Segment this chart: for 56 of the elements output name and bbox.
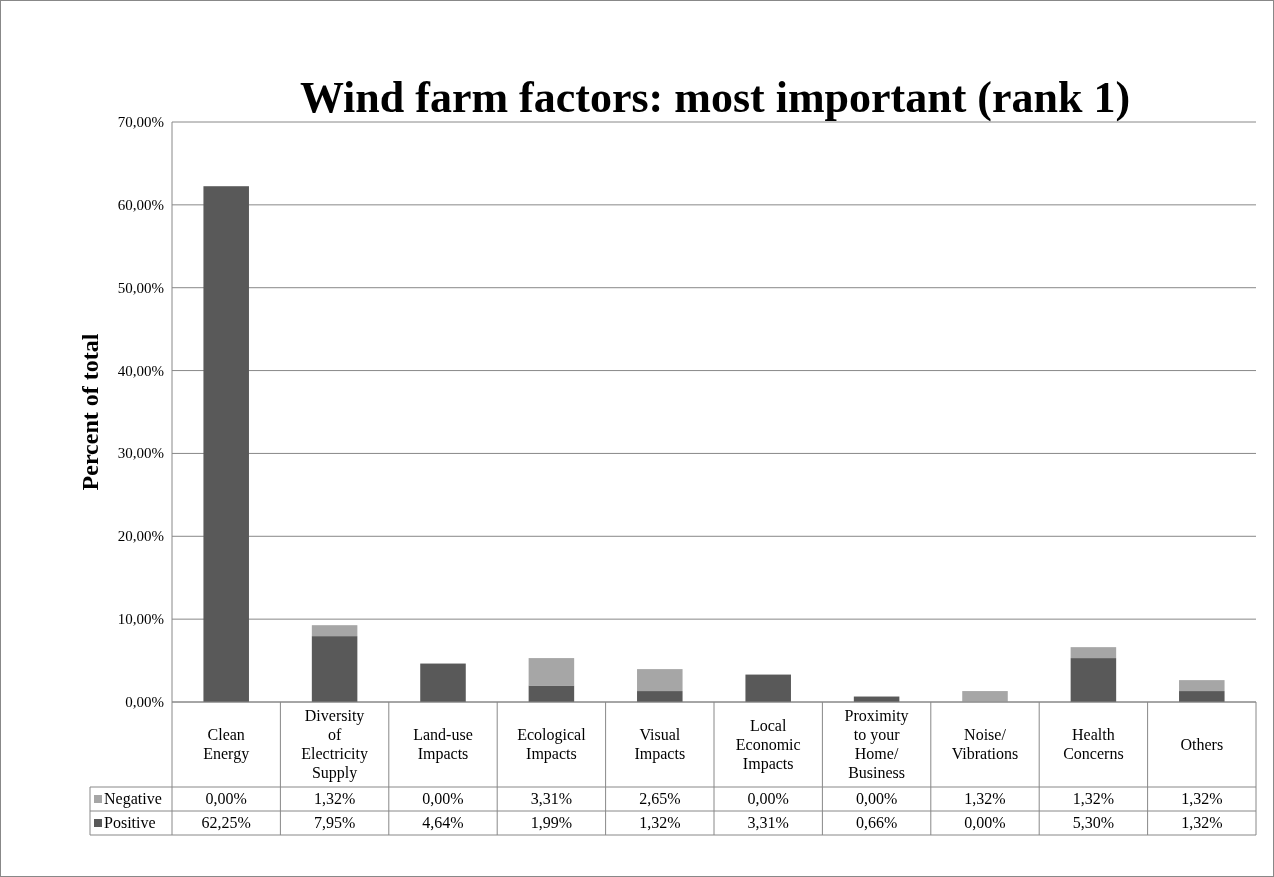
data-label: 1,32%: [964, 790, 1006, 807]
data-label: 0,00%: [422, 790, 464, 807]
x-tick-label: Land-use Impacts: [413, 726, 473, 763]
data-label: 1,32%: [1181, 790, 1223, 807]
x-tick-label: Health Concerns: [1063, 726, 1124, 762]
data-label: 62,25%: [201, 814, 251, 831]
data-label: 3,31%: [747, 814, 789, 831]
x-tick-label: Diversity of Electricity Supply: [301, 707, 368, 782]
data-label: 7,95%: [313, 814, 356, 831]
y-tick-label: 20,00%: [117, 528, 164, 545]
data-label: 1,32%: [313, 790, 356, 807]
data-label: 1,32%: [1181, 814, 1223, 831]
data-label: 0,00%: [205, 790, 247, 807]
data-label: 3,31%: [530, 790, 573, 807]
bar: [745, 674, 791, 702]
bar: [1070, 658, 1117, 702]
legend-label: Negative: [104, 790, 162, 808]
bar: [420, 663, 466, 702]
bar: [311, 625, 358, 637]
x-tick-label: Ecological Impacts: [517, 726, 587, 763]
bar: [637, 691, 683, 702]
y-tick-label: 50,00%: [117, 279, 164, 296]
x-tick-label: Others: [1180, 735, 1224, 753]
chart-title: Wind farm factors: most important (rank 1): [299, 73, 1131, 122]
data-label: 1,32%: [1072, 790, 1115, 807]
x-tick-label: Visual Impacts: [634, 726, 686, 763]
bar: [1179, 680, 1225, 692]
data-label: 0,66%: [855, 814, 898, 831]
y-tick-label: 0,00%: [125, 694, 164, 710]
y-tick-label: 10,00%: [117, 611, 164, 628]
y-tick-label: 60,00%: [117, 196, 164, 213]
bar: [637, 669, 683, 692]
data-label: 0,00%: [964, 814, 1006, 831]
bar: [311, 636, 358, 702]
bar: [203, 186, 249, 702]
bar: [1179, 691, 1225, 702]
bar: [528, 685, 575, 702]
bar: [1070, 647, 1117, 659]
x-tick-label: Local Economic Impacts: [735, 716, 801, 773]
data-label: 1,32%: [639, 814, 681, 831]
bar: [962, 691, 1008, 702]
data-label: 1,99%: [530, 814, 573, 831]
bar: [528, 658, 575, 686]
data-label: 5,30%: [1072, 814, 1115, 831]
legend-label: Positive: [104, 814, 156, 831]
x-tick-label: Noise/ Vibrations: [951, 726, 1019, 762]
data-label: 0,00%: [855, 790, 898, 807]
y-tick-label: 30,00%: [117, 445, 164, 462]
x-tick-label: Clean Energy: [203, 726, 250, 763]
data-label: 0,00%: [747, 790, 789, 807]
y-tick-label: 70,00%: [117, 114, 164, 130]
data-label: 2,65%: [639, 790, 681, 807]
x-tick-label: Proximity to your Home/ Business: [844, 707, 909, 781]
data-label: 4,64%: [422, 814, 464, 831]
y-tick-label: 40,00%: [117, 362, 164, 379]
y-axis-title: Percent of total: [77, 333, 103, 491]
